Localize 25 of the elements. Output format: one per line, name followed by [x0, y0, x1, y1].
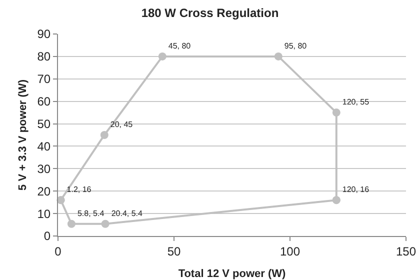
data-label: 20, 45	[110, 120, 134, 129]
y-tick-label: 50	[37, 116, 51, 131]
y-tick-label: 30	[37, 162, 51, 176]
data-label: 120, 16	[342, 185, 370, 194]
x-tick-label: 50	[167, 244, 181, 258]
y-tick-label: 70	[37, 72, 51, 86]
y-tick-label: 60	[37, 94, 51, 109]
y-tick-label: 80	[37, 50, 51, 64]
data-label: 5.8, 5.4	[77, 208, 105, 218]
y-tick-label: 10	[37, 206, 51, 221]
x-axis-title: Total 12 V power (W)	[178, 268, 286, 280]
y-tick-label: 0	[44, 229, 51, 244]
y-tick-label: 90	[37, 27, 51, 42]
x-tick-label: 0	[54, 244, 62, 258]
x-tick-label: 150	[396, 244, 416, 258]
chart-title: 180 W Cross Regulation	[141, 6, 279, 20]
data-label: 20.4, 5.4	[111, 208, 144, 218]
x-tick-label: 100	[280, 244, 300, 258]
y-axis-title: 5 V + 3.3 V power (W)	[17, 79, 29, 190]
data-label: 95, 80	[284, 41, 308, 50]
y-tick-label: 20	[37, 184, 51, 198]
data-label: 45, 80	[168, 41, 192, 50]
data-label: 120, 55	[342, 98, 370, 107]
data-label: 1.2, 16	[66, 185, 92, 194]
y-tick-label: 40	[37, 139, 51, 154]
